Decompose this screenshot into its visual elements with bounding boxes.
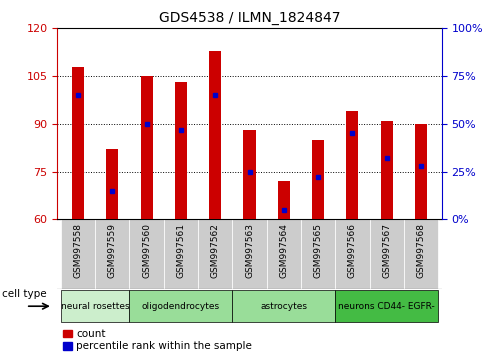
Bar	[61, 290, 129, 322]
Text: cell type: cell type	[2, 289, 47, 299]
Title: GDS4538 / ILMN_1824847: GDS4538 / ILMN_1824847	[159, 11, 340, 24]
Text: GSM997563: GSM997563	[245, 223, 254, 278]
Text: GSM997558: GSM997558	[73, 223, 82, 278]
Bar	[233, 290, 335, 322]
Bar	[301, 219, 335, 289]
Legend: count, percentile rank within the sample: count, percentile rank within the sample	[62, 329, 252, 351]
Bar	[141, 76, 153, 219]
Text: oligodendrocytes: oligodendrocytes	[142, 302, 220, 311]
Bar	[404, 219, 438, 289]
Bar	[415, 124, 427, 219]
Bar	[129, 219, 164, 289]
Text: GSM997564: GSM997564	[279, 223, 288, 278]
Text: GSM997559: GSM997559	[108, 223, 117, 278]
Text: GSM997568: GSM997568	[417, 223, 426, 278]
Bar	[335, 290, 438, 322]
Bar	[312, 140, 324, 219]
Bar	[266, 219, 301, 289]
Bar	[335, 219, 370, 289]
Bar	[198, 219, 233, 289]
Bar	[381, 121, 393, 219]
Bar	[278, 181, 290, 219]
Bar	[346, 111, 358, 219]
Text: neural rosettes: neural rosettes	[61, 302, 129, 311]
Text: GSM997565: GSM997565	[313, 223, 323, 278]
Text: neurons CD44- EGFR-: neurons CD44- EGFR-	[338, 302, 435, 311]
Text: GSM997566: GSM997566	[348, 223, 357, 278]
Text: GSM997560: GSM997560	[142, 223, 151, 278]
Bar	[233, 219, 266, 289]
Bar	[209, 51, 221, 219]
Bar	[106, 149, 118, 219]
Text: astrocytes: astrocytes	[260, 302, 307, 311]
Bar	[370, 219, 404, 289]
Bar	[72, 67, 84, 219]
Bar	[129, 290, 233, 322]
Bar	[61, 219, 95, 289]
Text: GSM997561: GSM997561	[176, 223, 186, 278]
Bar	[175, 82, 187, 219]
Bar	[95, 219, 129, 289]
Bar	[244, 130, 255, 219]
Text: GSM997562: GSM997562	[211, 223, 220, 278]
Text: GSM997567: GSM997567	[382, 223, 391, 278]
Bar	[164, 219, 198, 289]
